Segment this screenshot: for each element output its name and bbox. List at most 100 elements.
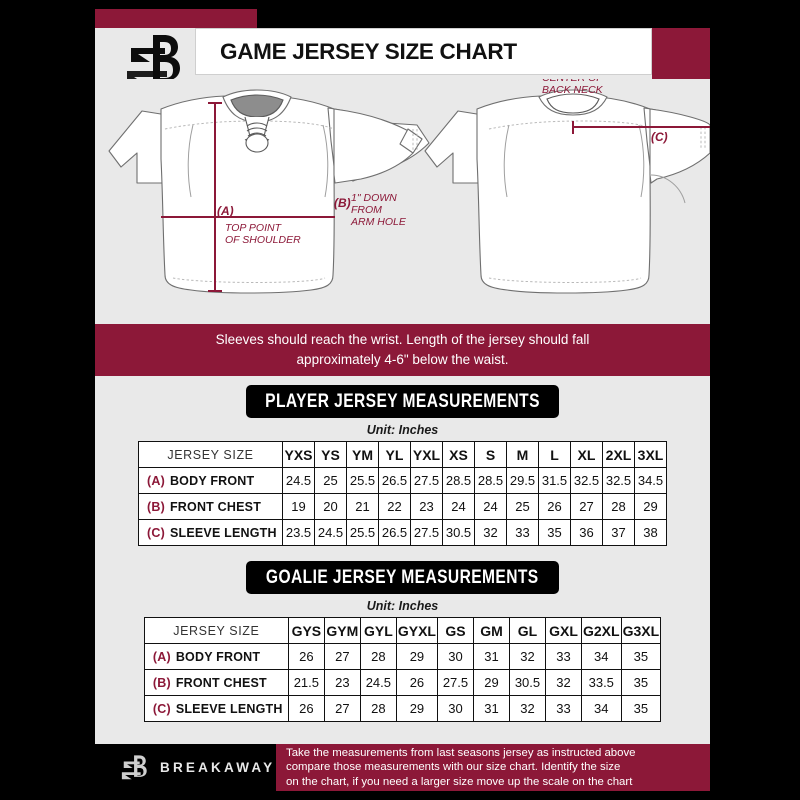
measurement-row-label: (C) SLEEVE LENGTH [138,519,283,546]
measurement-cell: 24.5 [359,669,397,696]
measurement-cell: 27.5 [410,519,443,546]
measurement-cell: 35 [620,695,662,722]
measurement-cell: 32 [508,695,546,722]
goalie-measurements-table: JERSEY SIZE GYS GYM GYL GYXL GS GM GL GXL G2XL G3X… [143,617,662,722]
measurement-cell: 28.5 [442,467,475,494]
measurement-cell: 21.5 [287,669,325,696]
measurement-cell: 20 [314,493,347,520]
measurement-cell: 27 [570,493,603,520]
player-section-title-pill: PLAYER JERSEY MEASUREMENTS [246,385,559,418]
measurement-cell: 30 [436,643,474,670]
measurement-cell: 27 [323,643,361,670]
player-unit-label: Unit: Inches [366,423,439,437]
measurement-lines [161,102,710,292]
size-column-header: 2XL [602,441,635,468]
size-chart-page: GAME JERSEY SIZE CHART [95,9,710,791]
measurement-cell: 29 [472,669,510,696]
jersey-collar-laces [230,94,284,153]
measurement-cell: 25 [506,493,539,520]
label-a-line2: OF SHOULDER [225,234,301,246]
label-b-line1: 1" DOWN [351,192,397,204]
measurement-cell: 19 [282,493,315,520]
page-header: GAME JERSEY SIZE CHART [95,28,710,86]
size-column-header: GYM [323,617,361,644]
table-header-row: JERSEY SIZE YXS YS YM YL YXL XS S M L XL 2XL 3XL [138,441,667,468]
measurement-cell: 35 [620,669,662,696]
table-row: (C) SLEEVE LENGTH 23.5 24.5 25.5 26.5 27.5 30.5… [138,519,667,546]
size-column-header: XS [442,441,475,468]
label-c-line1: CENTER OF [542,79,603,84]
goalie-unit-label: Unit: Inches [366,599,439,613]
player-measurements-table: JERSEY SIZE YXS YS YM YL YXL XS S M L XL 2XL 3XL (A) B… [138,441,667,546]
measurement-cell: 26.5 [378,519,411,546]
measurement-cell: 30 [436,695,474,722]
size-column-header: G3XL [620,617,662,644]
jersey-illustrations: (A) TOP POINT OF SHOULDER (B) 1" DOWN FR… [95,79,710,324]
jersey-size-header: JERSEY SIZE [138,441,283,468]
measurement-cell: 23.5 [282,519,315,546]
measurement-cell: 36 [570,519,603,546]
measurement-cell: 24.5 [282,467,315,494]
size-column-header: GL [508,617,546,644]
measurement-cell: 35 [620,643,662,670]
brand-name: BREAKAWAY [160,760,276,775]
measurement-cell: 24 [442,493,475,520]
page-footer: BREAKAWAY Take the measurements from las… [95,744,710,791]
measurement-row-label: (B) FRONT CHEST [143,669,289,696]
size-column-header: 3XL [634,441,667,468]
label-c-line2: BACK NECK [542,84,604,96]
table-row: (C) SLEEVE LENGTH 26 27 28 29 30 31 32 33 34 35 [143,695,662,722]
measurement-cell: 34 [580,695,622,722]
top-stripe-accent [95,9,257,28]
measurement-cell: 27.5 [410,467,443,494]
label-a-line1: TOP POINT [225,222,283,234]
measurement-cell: 34.5 [634,467,667,494]
label-b-line3: ARM HOLE [350,216,407,228]
measurement-cell: 26 [538,493,571,520]
player-section-title: PLAYER JERSEY MEASUREMENTS [265,390,540,412]
footer-line-1: Take the measurements from last seasons … [286,746,636,759]
measurement-cell: 25 [314,467,347,494]
brand-block: BREAKAWAY [95,744,276,791]
measurement-cell: 24.5 [314,519,347,546]
footer-line-3: on the chart, if you need a larger size … [286,775,633,788]
marker-c-label: (C) [651,130,668,144]
measurement-cell: 31 [472,695,510,722]
measurement-marker: (A) [152,649,171,664]
measurement-row-label: (B) FRONT CHEST [138,493,283,520]
measurement-marker: (B) [147,499,165,514]
measurement-cell: 28 [359,643,397,670]
label-b-line2: FROM [351,204,382,216]
table-header-row: JERSEY SIZE GYS GYM GYL GYXL GS GM GL GXL G2XL G3X… [143,617,662,644]
measurement-marker: (C) [152,701,171,716]
measurement-cell: 26.5 [378,467,411,494]
table-row: (B) FRONT CHEST 21.5 23 24.5 26 27.5 29 30.5 32 33… [143,669,662,696]
measurement-cell: 29 [395,643,438,670]
size-column-header: GM [472,617,510,644]
goalie-section-title: GOALIE JERSEY MEASUREMENTS [266,566,539,588]
measurement-cell: 29.5 [506,467,539,494]
measurement-cell: 33 [544,643,582,670]
size-column-header: YL [378,441,411,468]
measurement-cell: 23 [323,669,361,696]
measurement-cell: 31.5 [538,467,571,494]
measurement-cell: 29 [395,695,438,722]
size-column-header: L [538,441,571,468]
header-accent-block [652,28,710,79]
measurement-cell: 34 [580,643,622,670]
table-row: (A) BODY FRONT 24.5 25 25.5 26.5 27.5 28.5 28.5 2… [138,467,667,494]
measurement-cell: 24 [474,493,507,520]
measurement-cell: 26 [287,643,325,670]
note-line-1: Sleeves should reach the wrist. Length o… [215,332,590,347]
measurement-cell: 30.5 [508,669,546,696]
measurement-cell: 30.5 [442,519,475,546]
measurement-marker: (B) [152,675,171,690]
size-column-header: GS [436,617,474,644]
measurement-cell: 33 [544,695,582,722]
measurement-cell: 33 [506,519,539,546]
measurement-cell: 23 [410,493,443,520]
note-line-2: approximately 4-6" below the waist. [296,352,509,367]
measurement-cell: 25.5 [346,519,379,546]
size-column-header: GYXL [395,617,438,644]
